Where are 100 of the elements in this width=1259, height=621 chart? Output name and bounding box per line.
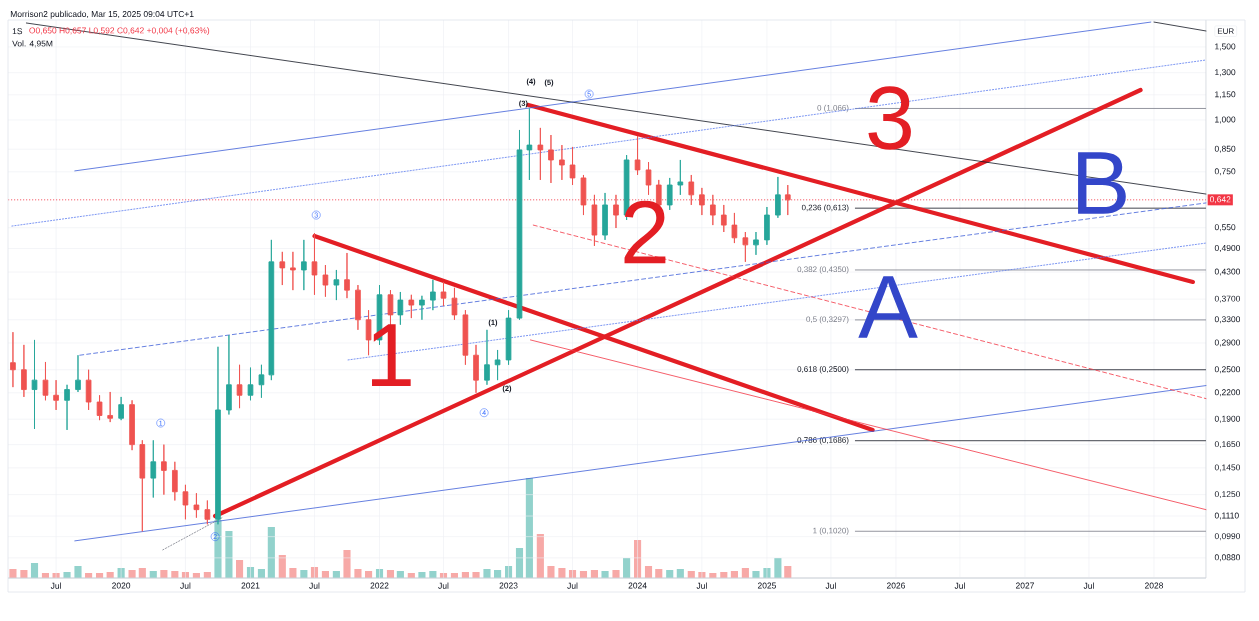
bar — [601, 571, 609, 578]
x-tick-label: 2022 — [370, 582, 389, 589]
y-tick-label: 0,750 — [1214, 168, 1236, 176]
candlestick — [559, 144, 565, 181]
annotation: 1 — [372, 324, 411, 387]
bar — [235, 560, 244, 578]
candlestick — [150, 439, 157, 498]
candlestick — [182, 484, 189, 520]
candlestick — [430, 279, 436, 311]
bar — [525, 478, 533, 578]
candlestick — [440, 281, 447, 307]
candlestick — [764, 206, 770, 246]
candlestick — [462, 309, 469, 366]
bar — [354, 569, 362, 578]
annotation: A — [858, 276, 918, 338]
y-tick-label: 0,1650 — [1214, 441, 1241, 449]
bar — [784, 566, 792, 578]
x-tick-label: Jul — [825, 582, 836, 589]
x-tick-label: 2025 — [757, 582, 776, 589]
candlestick — [645, 161, 652, 196]
candlestick — [494, 349, 501, 381]
candlestick — [279, 251, 286, 286]
candlestick — [193, 492, 200, 519]
y-tick-label: 0,850 — [1214, 145, 1236, 153]
candlestick — [753, 231, 759, 256]
text: O0,650 H0,657 L0,592 C0,642 +0,004 (+0,63%) — [29, 27, 210, 36]
x-tick-label: 2028 — [1145, 582, 1164, 589]
candlestick — [31, 339, 38, 430]
y-tick-label: 1,500 — [1215, 43, 1236, 51]
bar — [472, 572, 480, 578]
x-tick-label: 2020 — [112, 582, 131, 589]
candlestick — [775, 176, 781, 219]
candlestick — [258, 364, 265, 399]
y-tick-label: 0,1250 — [1214, 491, 1241, 499]
bar — [547, 566, 555, 578]
candlestick — [64, 384, 70, 431]
candlestick — [10, 331, 16, 388]
candlestick — [290, 251, 296, 291]
y-tick-label: 0,0990 — [1214, 533, 1241, 541]
candlestick — [602, 192, 608, 241]
candlestick — [710, 194, 716, 226]
candlestick — [139, 439, 146, 532]
x-tick-label: Jul — [180, 582, 191, 589]
y-tick-label: 0,2500 — [1214, 366, 1241, 374]
y-tick-label: 1,300 — [1215, 69, 1236, 77]
x-tick-label: 2023 — [499, 582, 518, 589]
y-tick-label: 0,4300 — [1214, 268, 1241, 276]
annotation: 3 — [868, 86, 911, 150]
y-tick-label: 0,2900 — [1214, 339, 1241, 347]
y-tick-label: 1,000 — [1215, 116, 1236, 124]
bar — [612, 570, 620, 578]
candlestick — [784, 184, 791, 216]
x-tick-label: 2021 — [241, 582, 260, 589]
y-tick-label: 0,0880 — [1214, 554, 1241, 562]
candlestick — [580, 174, 587, 216]
text: 1S — [12, 28, 23, 35]
candlestick — [397, 291, 404, 326]
bar — [225, 531, 233, 578]
text: Morrison2 publicado, Mar 15, 2025 09:04 UTC+1 — [10, 10, 194, 19]
candlestick — [226, 334, 232, 415]
y-tick-label: 0,1900 — [1214, 415, 1241, 423]
candlestick — [473, 344, 479, 394]
candlestick — [731, 212, 738, 244]
x-tick-label: 2024 — [628, 582, 647, 589]
candlestick — [699, 187, 705, 216]
candlestick — [204, 500, 211, 525]
candlestick — [677, 159, 684, 196]
candlestick — [451, 287, 458, 321]
candlestick — [236, 364, 243, 409]
candlestick — [365, 309, 372, 356]
candlestick — [311, 232, 318, 296]
candlestick — [344, 252, 350, 299]
bar — [74, 566, 82, 578]
candlestick — [526, 108, 533, 181]
x-tick-label: Jul — [50, 582, 61, 589]
bar — [483, 569, 491, 578]
candlestick — [247, 367, 254, 401]
candlestick — [21, 344, 27, 398]
x-tick-label: Jul — [309, 582, 320, 589]
candlestick — [505, 309, 512, 366]
y-tick-label: 0,550 — [1214, 224, 1236, 232]
candlestick — [408, 294, 415, 319]
bar — [752, 571, 760, 578]
candlestick — [355, 284, 361, 331]
x-tick-label: 2027 — [1015, 582, 1034, 589]
candlestick — [129, 399, 135, 451]
y-tick-label: 1,150 — [1215, 91, 1236, 99]
y-tick-label: 0,1450 — [1214, 464, 1241, 472]
candlestick — [172, 461, 178, 501]
candlestick — [569, 146, 576, 186]
candlestick — [96, 394, 103, 421]
y-tick-label: 0,2200 — [1214, 389, 1241, 397]
x-tick-label: Jul — [438, 582, 449, 589]
candlestick — [591, 194, 598, 247]
candlestick — [548, 134, 554, 184]
candlestick — [484, 329, 490, 386]
candlestick — [742, 231, 749, 263]
candlestick — [634, 135, 641, 176]
bar — [214, 520, 222, 578]
y-tick-label: 0,3700 — [1214, 295, 1241, 303]
